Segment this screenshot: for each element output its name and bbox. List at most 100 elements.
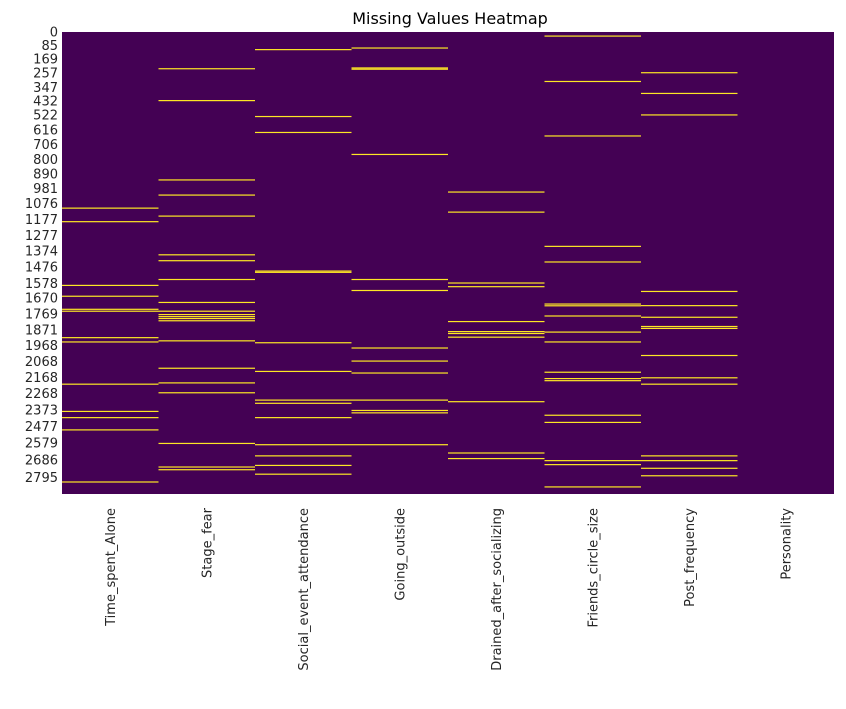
missing-value-mark: [255, 115, 352, 118]
missing-value-mark: [351, 399, 448, 401]
missing-value-mark: [641, 467, 738, 469]
missing-value-mark: [158, 254, 255, 256]
missing-value-mark: [448, 331, 545, 333]
missing-value-mark: [158, 466, 255, 468]
missing-value-mark: [544, 80, 641, 83]
missing-value-mark: [544, 464, 641, 466]
missing-value-mark: [158, 382, 255, 384]
missing-value-mark: [448, 320, 545, 323]
missing-value-mark: [351, 67, 448, 69]
missing-value-mark: [158, 313, 255, 316]
missing-value-mark: [158, 469, 255, 471]
missing-value-mark: [158, 194, 255, 196]
missing-value-mark: [641, 327, 738, 330]
missing-value-mark: [448, 452, 545, 454]
y-tick-label: 706: [33, 138, 58, 153]
missing-value-mark: [255, 417, 352, 419]
missing-value-mark: [351, 153, 448, 156]
y-tick-label: 522: [33, 109, 58, 124]
missing-value-mark: [255, 473, 352, 475]
missing-value-mark: [544, 486, 641, 488]
missing-value-mark: [62, 295, 159, 297]
y-tick-label: 1871: [25, 324, 58, 339]
y-tick-label: 169: [33, 52, 58, 67]
missing-value-mark: [544, 303, 641, 305]
missing-value-mark: [641, 305, 738, 307]
missing-value-mark: [62, 429, 159, 431]
missing-value-mark: [544, 35, 641, 37]
y-tick-label: 616: [33, 124, 58, 139]
missing-value-mark: [641, 460, 738, 462]
missing-value-mark: [641, 92, 738, 95]
missing-value-mark: [158, 392, 255, 394]
missing-value-mark: [544, 421, 641, 424]
missing-value-mark: [544, 261, 641, 263]
missing-value-mark: [641, 290, 738, 293]
missing-value-mark: [255, 131, 352, 134]
missing-value-mark: [255, 455, 352, 457]
x-tick-label: Friends_circle_size: [586, 508, 601, 628]
missing-value-mark: [62, 207, 159, 209]
y-tick-label: 1076: [25, 197, 58, 212]
missing-value-mark: [641, 316, 738, 318]
missing-value-mark: [641, 455, 738, 457]
y-tick-label: 2795: [25, 471, 58, 486]
missing-value-mark: [158, 367, 255, 369]
missing-value-mark: [158, 179, 255, 181]
y-tick-label: 1177: [25, 213, 58, 228]
missing-value-mark: [158, 442, 255, 445]
missing-value-mark: [158, 317, 255, 320]
y-axis-ticks: 0851692573474325226167068008909811076117…: [25, 26, 58, 486]
y-tick-label: 1769: [25, 307, 58, 322]
y-tick-label: 2477: [25, 420, 58, 435]
missing-value-mark: [448, 336, 545, 338]
y-tick-label: 800: [33, 153, 58, 168]
missing-value-mark: [448, 211, 545, 213]
missing-value-mark: [351, 347, 448, 349]
missing-value-mark: [158, 215, 255, 217]
x-tick-label: Social_event_attendance: [297, 508, 312, 671]
x-axis-ticks: Time_spent_Alone Stage_fear Social_event_a…: [104, 507, 795, 670]
missing-value-mark: [255, 444, 352, 446]
missing-value-mark: [158, 316, 255, 318]
missing-value-mark: [62, 341, 159, 343]
y-tick-label: 1670: [25, 292, 58, 307]
missing-value-mark: [255, 399, 352, 401]
missing-value-mark: [544, 378, 641, 380]
missing-value-mark: [158, 301, 255, 304]
missing-value-mark: [158, 320, 255, 322]
missing-value-mark: [544, 380, 641, 382]
missing-value-mark: [351, 278, 448, 281]
missing-value-mark: [158, 340, 255, 342]
y-tick-label: 0: [50, 26, 58, 41]
missing-value-mark: [158, 278, 255, 281]
missing-value-mark: [62, 337, 159, 339]
missing-value-mark: [158, 310, 255, 312]
x-tick-label: Time_spent_Alone: [104, 508, 119, 627]
y-tick-label: 2686: [25, 453, 58, 468]
y-tick-label: 432: [33, 94, 58, 109]
y-tick-label: 890: [33, 167, 58, 182]
y-tick-label: 2579: [25, 436, 58, 451]
x-tick-label: Going_outside: [393, 508, 408, 601]
missing-value-mark: [544, 371, 641, 373]
y-tick-label: 85: [41, 39, 58, 54]
missing-value-mark: [158, 260, 255, 262]
missing-value-mark: [351, 289, 448, 292]
missing-value-mark: [351, 360, 448, 362]
missing-value-mark: [62, 221, 159, 223]
heatmap-background: [62, 32, 834, 494]
y-tick-label: 981: [33, 182, 58, 197]
missing-value-mark: [62, 308, 159, 310]
missing-value-mark: [351, 47, 448, 49]
missing-value-mark: [351, 68, 448, 70]
y-tick-label: 1277: [25, 229, 58, 244]
missing-value-mark: [62, 410, 159, 413]
missing-value-mark: [255, 370, 352, 373]
missing-value-mark: [351, 409, 448, 412]
y-tick-label: 347: [33, 81, 58, 96]
missing-value-mark: [158, 68, 255, 70]
y-tick-label: 1476: [25, 261, 58, 276]
x-tick-label: Personality: [779, 508, 794, 580]
